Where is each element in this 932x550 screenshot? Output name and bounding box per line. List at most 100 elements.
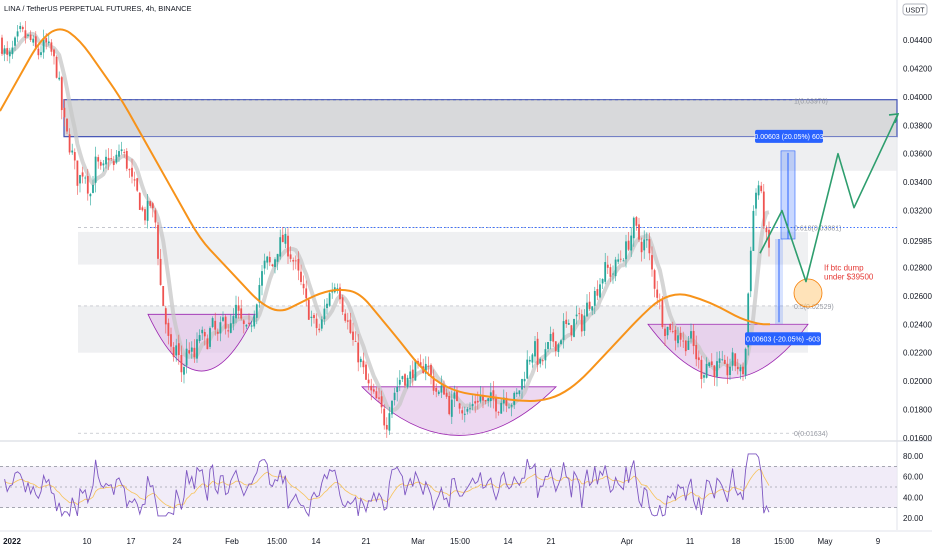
candle-body	[471, 403, 474, 407]
candle-body	[409, 371, 412, 379]
candle-body	[677, 335, 679, 344]
candle-body	[419, 362, 422, 367]
candle-body	[175, 345, 178, 356]
candle-body	[469, 408, 471, 410]
candle-body	[86, 176, 89, 194]
candle-body	[354, 341, 357, 342]
candle-body	[219, 322, 222, 334]
candle-body	[534, 341, 536, 357]
candle-body	[492, 390, 495, 400]
candle-body	[554, 341, 557, 352]
candle-body	[281, 234, 284, 243]
candle-body	[37, 48, 40, 56]
candle-body	[76, 160, 79, 186]
candle-body	[323, 308, 326, 320]
candle-body	[474, 401, 477, 404]
candle-body	[237, 305, 240, 311]
candle-body	[557, 344, 560, 352]
candle-body	[635, 217, 638, 226]
candle-body	[580, 314, 583, 332]
candle-body	[29, 34, 32, 41]
candle-body	[94, 156, 97, 183]
candle-body	[50, 42, 53, 52]
candle-body	[609, 267, 612, 277]
candle-body	[424, 363, 427, 374]
x-tick-label: 24	[173, 537, 182, 546]
currency-badge[interactable]: USDT	[902, 3, 928, 16]
candle-body	[731, 352, 734, 366]
candle-body	[188, 350, 191, 354]
candle-body	[302, 283, 305, 289]
candle-body	[661, 300, 664, 328]
candle-body	[435, 387, 438, 392]
candle-body	[453, 392, 456, 399]
candle-body	[583, 315, 586, 331]
candle-body	[1, 37, 3, 54]
fib-label: 0.618(0.03081)	[794, 225, 841, 232]
candle-body	[268, 256, 271, 263]
candle-body	[575, 314, 578, 317]
rsi-tick-label: 60.00	[903, 473, 924, 482]
candle-body	[227, 330, 230, 332]
candle-body	[45, 38, 48, 43]
candle-body	[625, 241, 627, 260]
candle-body	[679, 333, 682, 340]
candle-layer	[1, 20, 770, 438]
candle-body	[544, 349, 547, 361]
candle-body	[172, 347, 175, 357]
candle-body	[157, 224, 159, 259]
candle-body	[224, 316, 227, 329]
candle-body	[164, 308, 167, 325]
candle-body	[591, 306, 594, 311]
y-tick-label: 0.01800	[903, 406, 932, 415]
candle-body	[27, 34, 29, 36]
candle-body	[630, 235, 633, 251]
candle-body	[349, 319, 352, 333]
measure-down-label: 0.00603 (-20.05%) -603	[746, 336, 820, 343]
candle-body	[66, 118, 68, 132]
candle-body	[162, 286, 165, 306]
ma-fast-layer	[0, 31, 770, 413]
candle-body	[656, 289, 659, 298]
candle-body	[71, 150, 74, 153]
y-tick-label: 0.02400	[903, 320, 932, 329]
candle-body	[310, 316, 313, 318]
candle-body	[292, 260, 295, 262]
candle-body	[627, 240, 630, 250]
candle-body	[279, 237, 282, 257]
candle-body	[97, 157, 100, 162]
x-tick-label: 9	[876, 537, 881, 546]
y-tick-label: 0.02985	[903, 237, 932, 246]
candle-body	[248, 322, 250, 324]
x-tick-label: 21	[547, 537, 556, 546]
candle-body	[729, 366, 731, 376]
candle-body	[73, 152, 76, 161]
x-tick-label: Mar	[411, 537, 425, 546]
fib-label: 1(0.03976)	[794, 98, 828, 105]
candle-body	[648, 239, 651, 254]
candle-body	[734, 353, 737, 367]
candle-body	[133, 179, 136, 181]
candle-body	[276, 253, 279, 262]
candle-body	[666, 326, 669, 336]
candle-body	[599, 284, 601, 298]
candle-body	[570, 325, 573, 336]
candle-body	[505, 397, 508, 406]
rsi-tick-label: 20.00	[903, 514, 924, 523]
candle-body	[461, 410, 464, 414]
candle-body	[383, 408, 386, 426]
candle-body	[40, 52, 42, 55]
candle-body	[619, 258, 622, 260]
candle-body	[313, 315, 315, 319]
x-tick-label: May	[817, 537, 832, 546]
candle-body	[645, 239, 648, 241]
candle-body	[99, 162, 102, 166]
rsi-tick-label: 40.00	[903, 493, 924, 502]
candle-body	[749, 250, 752, 292]
candle-body	[406, 377, 409, 388]
candle-body	[760, 185, 763, 192]
candle-body	[456, 391, 458, 402]
candle-body	[19, 26, 22, 30]
candle-body	[450, 399, 453, 417]
